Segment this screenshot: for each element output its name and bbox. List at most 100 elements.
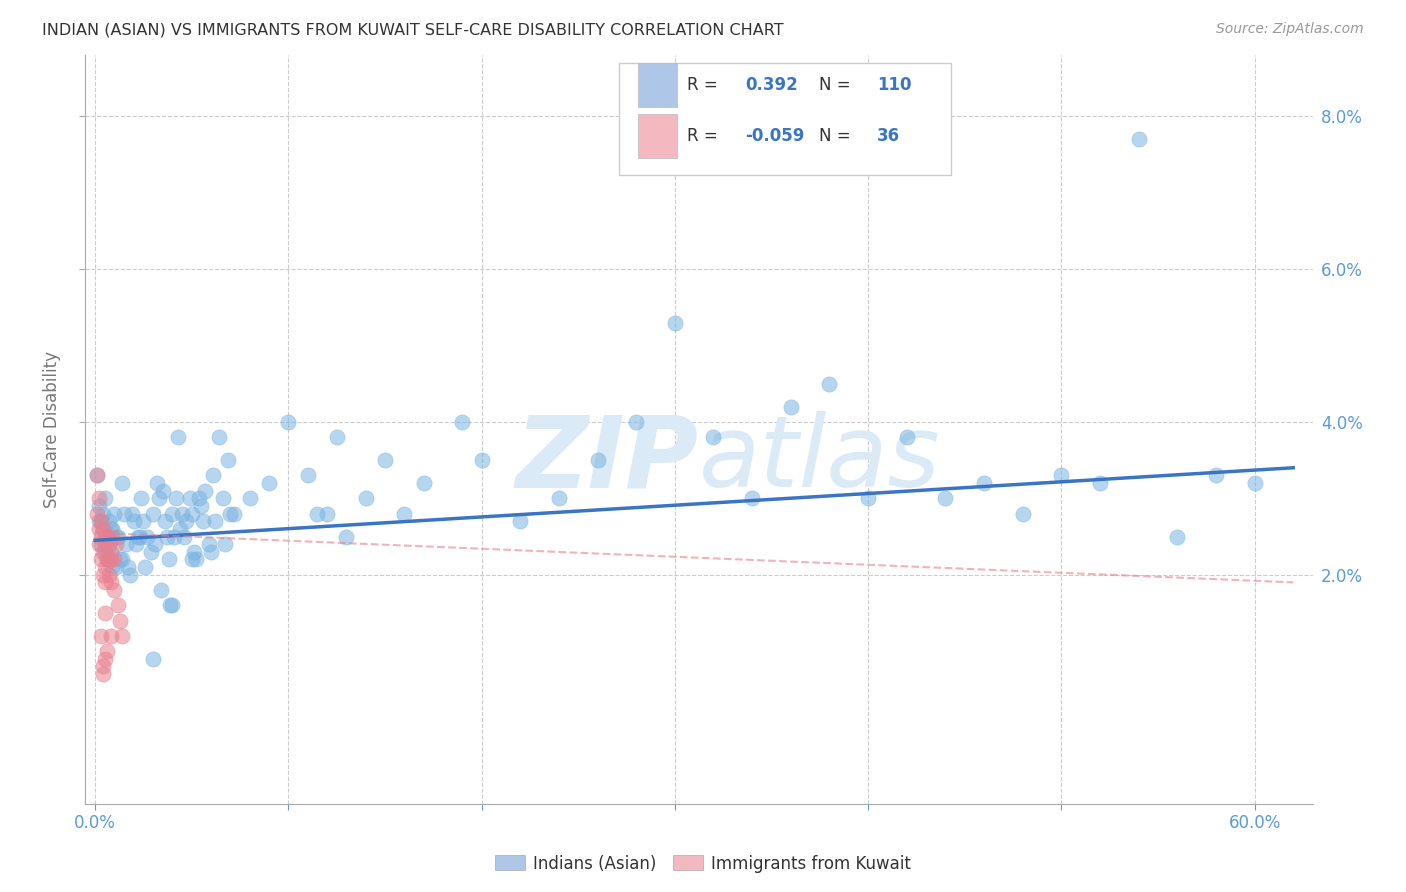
Point xyxy=(87,522,110,536)
Point xyxy=(94,491,117,506)
Point xyxy=(973,476,995,491)
Point xyxy=(190,499,212,513)
Point xyxy=(111,629,134,643)
Text: INDIAN (ASIAN) VS IMMIGRANTS FROM KUWAIT SELF-CARE DISABILITY CORRELATION CHART: INDIAN (ASIAN) VS IMMIGRANTS FROM KUWAIT… xyxy=(42,22,783,37)
Point xyxy=(134,560,156,574)
Point xyxy=(316,507,339,521)
Point xyxy=(97,552,120,566)
Text: -0.059: -0.059 xyxy=(745,127,806,145)
Point xyxy=(103,552,125,566)
Point xyxy=(204,514,226,528)
Point xyxy=(193,514,215,528)
Point xyxy=(201,468,224,483)
FancyBboxPatch shape xyxy=(619,62,950,175)
Point xyxy=(325,430,347,444)
Point xyxy=(146,476,169,491)
Point xyxy=(547,491,569,506)
Point xyxy=(174,514,197,528)
Point xyxy=(139,545,162,559)
Point xyxy=(96,530,118,544)
FancyBboxPatch shape xyxy=(638,63,676,107)
Point xyxy=(90,514,112,528)
Point xyxy=(122,514,145,528)
Point xyxy=(155,530,177,544)
Point xyxy=(111,552,134,566)
Point xyxy=(208,430,231,444)
Point xyxy=(194,483,217,498)
Text: R =: R = xyxy=(686,76,723,94)
Point xyxy=(91,522,114,536)
Point xyxy=(100,522,122,536)
Point xyxy=(94,560,117,574)
Text: N =: N = xyxy=(820,76,856,94)
Point xyxy=(96,552,118,566)
Point xyxy=(90,552,112,566)
Point xyxy=(307,507,329,521)
Point xyxy=(412,476,434,491)
Point xyxy=(94,652,117,666)
Point xyxy=(105,530,128,544)
Point xyxy=(179,491,201,506)
Point xyxy=(94,545,117,559)
Point xyxy=(124,537,146,551)
Point xyxy=(142,652,165,666)
Point xyxy=(112,507,135,521)
Point xyxy=(354,491,377,506)
Point xyxy=(96,530,118,544)
Point xyxy=(86,507,108,521)
Text: ZIP: ZIP xyxy=(516,411,699,508)
Point xyxy=(818,376,841,391)
Point xyxy=(159,599,181,613)
Point xyxy=(101,522,124,536)
Point xyxy=(219,507,242,521)
Point xyxy=(180,507,202,521)
Point xyxy=(100,545,122,559)
Point xyxy=(90,514,112,528)
Point xyxy=(586,453,609,467)
Point xyxy=(100,552,122,566)
Point xyxy=(167,430,190,444)
Point xyxy=(200,545,222,559)
Point xyxy=(183,545,205,559)
Y-axis label: Self-Care Disability: Self-Care Disability xyxy=(44,351,60,508)
Text: N =: N = xyxy=(820,127,856,145)
Point xyxy=(96,552,118,566)
Point xyxy=(101,560,124,574)
Point xyxy=(1166,530,1188,544)
Point xyxy=(131,491,153,506)
Point xyxy=(105,537,128,551)
Point xyxy=(779,400,801,414)
Point xyxy=(198,537,221,551)
Point xyxy=(90,629,112,643)
Point xyxy=(224,507,246,521)
Point xyxy=(97,567,120,582)
Point xyxy=(509,514,531,528)
Point xyxy=(143,537,166,551)
Point xyxy=(184,552,207,566)
Point xyxy=(111,476,134,491)
Point xyxy=(165,491,187,506)
Point xyxy=(297,468,319,483)
Point xyxy=(107,530,129,544)
Point xyxy=(173,530,195,544)
Point xyxy=(624,415,647,429)
Point xyxy=(471,453,494,467)
Text: Source: ZipAtlas.com: Source: ZipAtlas.com xyxy=(1216,22,1364,37)
Point xyxy=(94,575,117,590)
Point xyxy=(87,491,110,506)
Point xyxy=(277,415,299,429)
Point xyxy=(90,537,112,551)
Point xyxy=(188,491,211,506)
Point xyxy=(87,499,110,513)
Point xyxy=(1050,468,1073,483)
Point xyxy=(108,614,131,628)
Point xyxy=(121,507,143,521)
Point xyxy=(94,537,117,551)
Point xyxy=(91,667,114,681)
Point xyxy=(97,514,120,528)
Point xyxy=(170,507,193,521)
Point xyxy=(1011,507,1033,521)
Point xyxy=(1243,476,1265,491)
Text: atlas: atlas xyxy=(699,411,941,508)
Point xyxy=(149,582,172,597)
